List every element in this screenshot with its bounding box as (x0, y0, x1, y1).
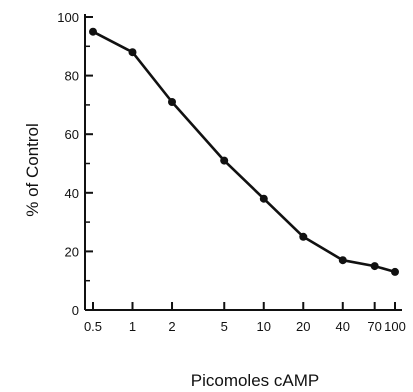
series-line (92, 30, 396, 274)
y-tick-label: 100 (57, 10, 79, 25)
x-tick-label: 1 (129, 319, 136, 334)
x-tick-label: 5 (221, 319, 228, 334)
y-tick-label: 40 (65, 186, 79, 201)
y-axis-title: % of Control (23, 123, 42, 217)
data-point (338, 256, 347, 265)
data-point (391, 267, 399, 276)
x-axis-title: Picomoles сAMP (191, 371, 319, 390)
data-point (370, 262, 379, 271)
x-tick-label: 0.5 (84, 319, 102, 334)
data-point (220, 156, 229, 165)
data-point (299, 232, 308, 241)
x-tick-label: 40 (336, 319, 350, 334)
y-tick-label: 80 (65, 69, 79, 84)
x-tick-label: 20 (296, 319, 310, 334)
x-tick-label: 2 (168, 319, 175, 334)
x-tick-label: 10 (257, 319, 271, 334)
x-tick-label: 70 (367, 319, 381, 334)
axes (84, 14, 402, 311)
x-tick-label: 100 (384, 319, 406, 334)
y-tick-label: 0 (72, 303, 79, 318)
series (89, 27, 399, 276)
y-tick-label: 20 (65, 244, 79, 259)
data-point (168, 98, 176, 106)
data-point (89, 27, 97, 36)
data-point (259, 194, 268, 203)
data-point (128, 48, 137, 57)
y-tick-label: 60 (65, 127, 79, 142)
